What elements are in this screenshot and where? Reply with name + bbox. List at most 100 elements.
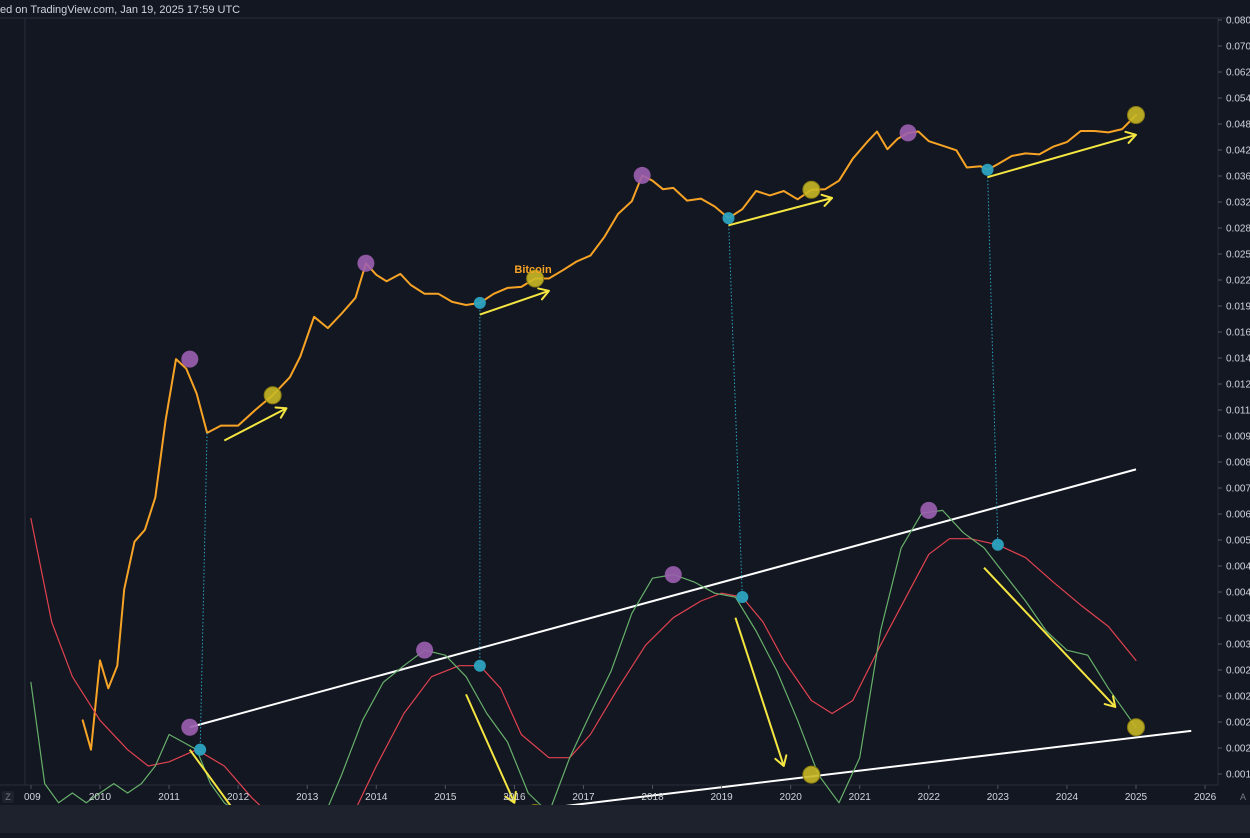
yellow-marker	[1127, 106, 1145, 124]
y-tick-label: 0.002	[1226, 744, 1250, 755]
annotations: Bitcoin	[514, 264, 552, 276]
teal-marker	[473, 296, 486, 309]
purple-marker	[181, 718, 199, 736]
x-tick-label: 2011	[158, 792, 180, 803]
teal-marker	[473, 659, 486, 672]
x-tick-label: 2010	[89, 792, 112, 803]
arrow-1	[223, 406, 288, 442]
red-oscillator-line	[30, 517, 1137, 838]
z-button[interactable]: Z	[2, 791, 14, 803]
arrow-4	[987, 130, 1137, 179]
arrow-7	[734, 617, 788, 768]
y-tick-label: 0.002	[1226, 692, 1250, 703]
x-tick-label: 2018	[641, 792, 664, 803]
x-tick-label: 2014	[365, 792, 388, 803]
arrows	[188, 130, 1137, 837]
y-tick-label: 0.014	[1226, 354, 1250, 365]
teal-marker	[981, 163, 994, 176]
purple-marker	[899, 124, 917, 142]
teal-marker	[194, 743, 207, 756]
y-tick-label: 0.032	[1226, 198, 1250, 209]
y-tick-label: 0.054	[1226, 94, 1250, 105]
x-tick-label: 2024	[1056, 792, 1079, 803]
x-tick-label: 2017	[572, 792, 595, 803]
arrow-shaft	[728, 197, 833, 227]
y-tick-label: 0.004	[1226, 562, 1250, 573]
y-tick-label: 0.070	[1226, 42, 1250, 53]
trendline-1	[189, 468, 1137, 729]
dotted-connector-4	[987, 169, 999, 545]
teal-marker	[736, 591, 749, 604]
arrow-head	[537, 287, 550, 301]
bottom-toolbar	[0, 805, 1250, 833]
dotted-connector-1	[199, 432, 208, 750]
purple-marker	[181, 350, 199, 368]
yellow-marker	[1127, 718, 1145, 737]
y-tick-label: 0.019	[1226, 302, 1250, 313]
a-button[interactable]: A	[1240, 792, 1247, 802]
y-tick-label: 0.005	[1226, 536, 1250, 547]
y-tick-label: 0.028	[1226, 224, 1250, 235]
y-tick-label: 0.001	[1226, 770, 1250, 781]
arrow-shaft	[465, 693, 516, 804]
x-tick-label: 2015	[434, 792, 457, 803]
x-tick-label: 2012	[227, 792, 250, 803]
y-axis: 0.080 0.070 0.062 0.054 0.048 0.042 0.036 0.032…	[1218, 16, 1250, 781]
x-tick-label: 2016	[503, 792, 526, 803]
x-tick-label: 009	[24, 792, 41, 803]
y-tick-label: 0.025	[1226, 250, 1250, 261]
y-tick-label: 0.009	[1226, 432, 1250, 443]
source-attribution: ed on TradingView.com, Jan 19, 2025 17:5…	[0, 4, 241, 16]
arrow-head	[774, 754, 788, 768]
x-tick-label: 2026	[1194, 792, 1217, 803]
arrow-3	[728, 193, 834, 227]
purple-marker	[920, 501, 938, 519]
arrow-2	[479, 287, 550, 316]
arrow-6	[465, 693, 517, 804]
arrow-shaft	[987, 133, 1137, 179]
yellow-marker	[802, 180, 821, 199]
purple-marker	[664, 566, 682, 584]
x-tick-label: 2013	[296, 792, 319, 803]
y-tick-label: 0.022	[1226, 276, 1250, 287]
y-tick-label: 0.012	[1226, 380, 1250, 391]
x-tick-label: 2022	[918, 792, 941, 803]
y-tick-label: 0.062	[1226, 68, 1250, 79]
x-axis: 009 2010 2011 2012 2013 2014 2015 2016 2017 2018 2…	[24, 785, 1217, 803]
y-tick-label: 0.002	[1226, 666, 1250, 677]
teal-marker	[991, 538, 1004, 551]
y-tick-label: 0.036	[1226, 172, 1250, 183]
arrow-head	[274, 406, 288, 419]
purple-marker	[416, 641, 434, 659]
arrow-shaft	[479, 289, 550, 316]
x-tick-label: 2021	[849, 792, 872, 803]
grid-lines	[0, 17, 1250, 786]
arrow-head	[504, 790, 517, 804]
y-tick-label: 0.002	[1226, 718, 1250, 729]
teal-marker	[722, 212, 735, 225]
y-tick-label: 0.003	[1226, 614, 1250, 625]
arrow-head	[1103, 695, 1117, 708]
yellow-marker	[263, 386, 282, 405]
yellow-marker	[526, 269, 545, 288]
purple-marker	[633, 166, 651, 184]
arrow-head	[820, 193, 834, 207]
dotted-connectors	[199, 169, 999, 750]
markers	[181, 106, 1145, 838]
y-tick-label: 0.007	[1226, 484, 1250, 495]
y-tick-label: 0.011	[1226, 406, 1250, 417]
arrow-head	[1124, 130, 1137, 144]
y-tick-label: 0.004	[1226, 588, 1250, 599]
y-tick-label: 0.006	[1226, 510, 1250, 521]
arrow-shaft	[983, 566, 1117, 708]
y-tick-label: 0.080	[1226, 16, 1250, 27]
x-tick-label: 2025	[1125, 792, 1148, 803]
y-tick-label: 0.003	[1226, 640, 1250, 651]
y-tick-label: 0.048	[1226, 120, 1250, 131]
x-tick-label: 2019	[710, 792, 733, 803]
y-tick-label: 0.042	[1226, 146, 1250, 157]
series-label-bitcoin: Bitcoin	[514, 264, 552, 276]
y-tick-label: 0.008	[1226, 458, 1250, 469]
dotted-connector-3	[728, 218, 743, 598]
